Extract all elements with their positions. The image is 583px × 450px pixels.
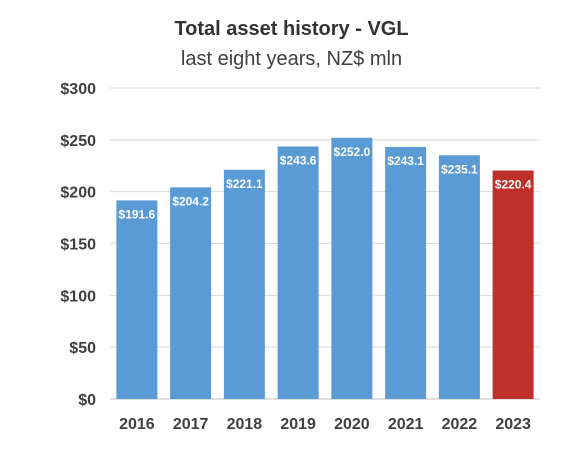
y-tick-label: $300 xyxy=(60,81,96,98)
x-tick-label: 2023 xyxy=(495,416,531,433)
data-label: $252.0 xyxy=(334,145,371,159)
chart-title: Total asset history - VGL xyxy=(174,18,409,40)
x-tick-label: 2019 xyxy=(280,416,316,433)
data-label: $243.1 xyxy=(387,154,424,168)
data-label: $221.1 xyxy=(226,177,263,191)
data-label: $235.1 xyxy=(441,162,478,176)
data-label: $243.6 xyxy=(280,153,317,167)
bar xyxy=(331,137,373,399)
y-tick-label: $200 xyxy=(60,185,96,202)
bar xyxy=(438,155,480,399)
y-tick-label: $0 xyxy=(78,392,96,409)
x-tick-label: 2016 xyxy=(119,416,155,433)
x-tick-label: 2020 xyxy=(334,416,370,433)
bar xyxy=(170,187,212,399)
y-tick-label: $250 xyxy=(60,133,96,150)
bar xyxy=(116,200,158,399)
data-label: $191.6 xyxy=(119,207,156,221)
bar xyxy=(492,170,534,399)
bar xyxy=(385,146,427,399)
x-tick-label: 2018 xyxy=(227,416,263,433)
data-label: $220.4 xyxy=(495,178,532,192)
bar xyxy=(277,146,319,399)
y-tick-label: $150 xyxy=(60,237,96,254)
y-tick-label: $100 xyxy=(60,288,96,305)
y-tick-label: $50 xyxy=(69,340,96,357)
chart-subtitle: last eight years, NZ$ mln xyxy=(180,48,403,70)
x-tick-label: 2022 xyxy=(442,416,478,433)
x-tick-label: 2017 xyxy=(173,416,209,433)
data-label: $204.2 xyxy=(172,194,209,208)
bar xyxy=(223,169,265,399)
x-tick-label: 2021 xyxy=(388,416,424,433)
